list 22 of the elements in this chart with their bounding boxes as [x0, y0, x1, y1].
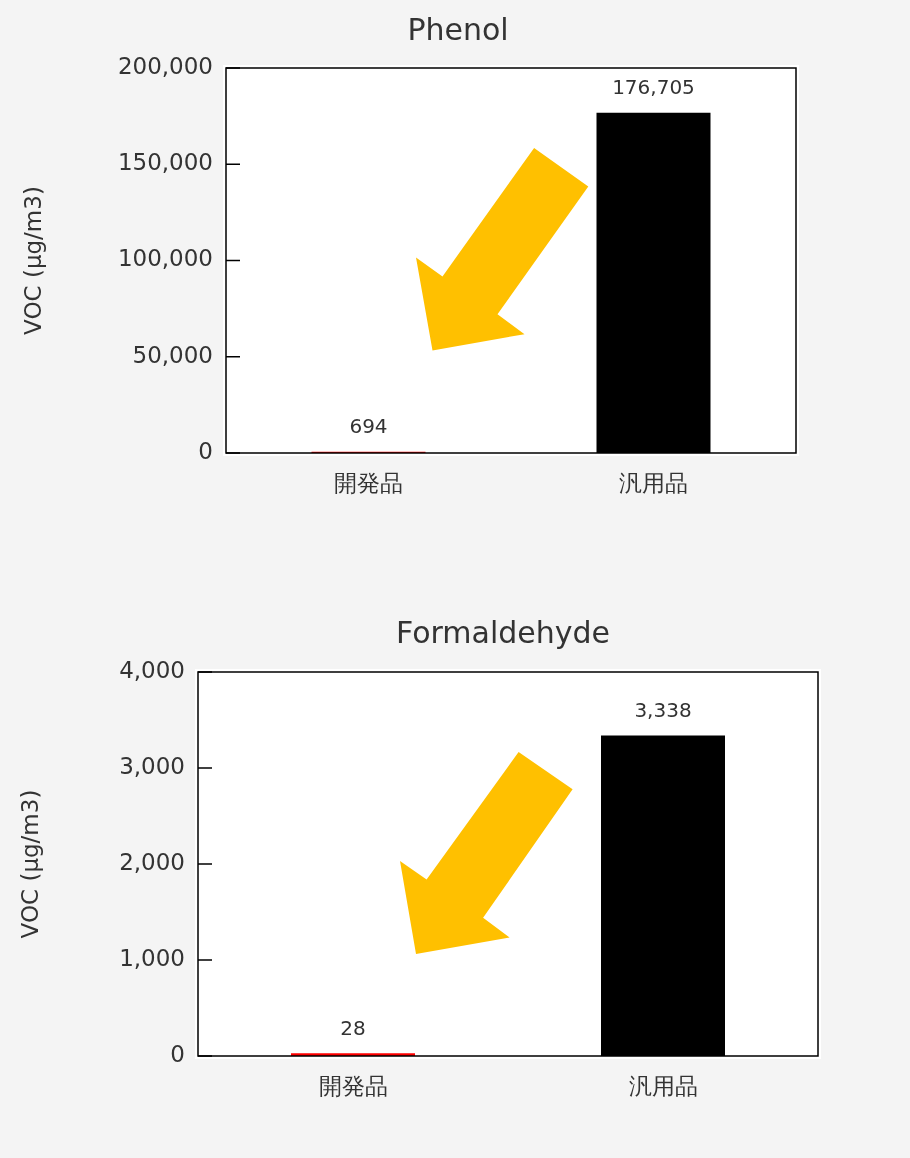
y-tick-label: 200,000 [117, 52, 213, 79]
y-tick-label: 1,000 [119, 944, 185, 971]
y-tick-label: 0 [170, 1040, 185, 1067]
y-axis-title: VOC (μg/m3) [16, 789, 43, 939]
y-axis-title: VOC (μg/m3) [19, 186, 46, 335]
y-tick-label: 3,000 [119, 752, 185, 779]
data-label: 176,705 [612, 75, 695, 100]
y-tick-label: 100,000 [117, 245, 213, 272]
x-tick-label: 開発品 [318, 1072, 388, 1099]
y-tick-label: 4,000 [119, 656, 185, 683]
data-label: 28 [340, 1015, 366, 1040]
data-label: 694 [349, 413, 388, 438]
y-tick-label: 0 [198, 437, 213, 464]
x-tick-label: 開発品 [334, 469, 403, 496]
y-tick-label: 150,000 [117, 149, 213, 176]
chart-title: Formaldehyde [395, 615, 611, 650]
data-label: 3,338 [634, 697, 692, 722]
x-tick-label: 汎用品 [628, 1072, 698, 1099]
chart-title: Phenol [407, 12, 509, 47]
y-tick-label: 2,000 [119, 848, 185, 875]
x-tick-label: 汎用品 [619, 469, 688, 496]
y-tick-label: 50,000 [132, 341, 213, 368]
